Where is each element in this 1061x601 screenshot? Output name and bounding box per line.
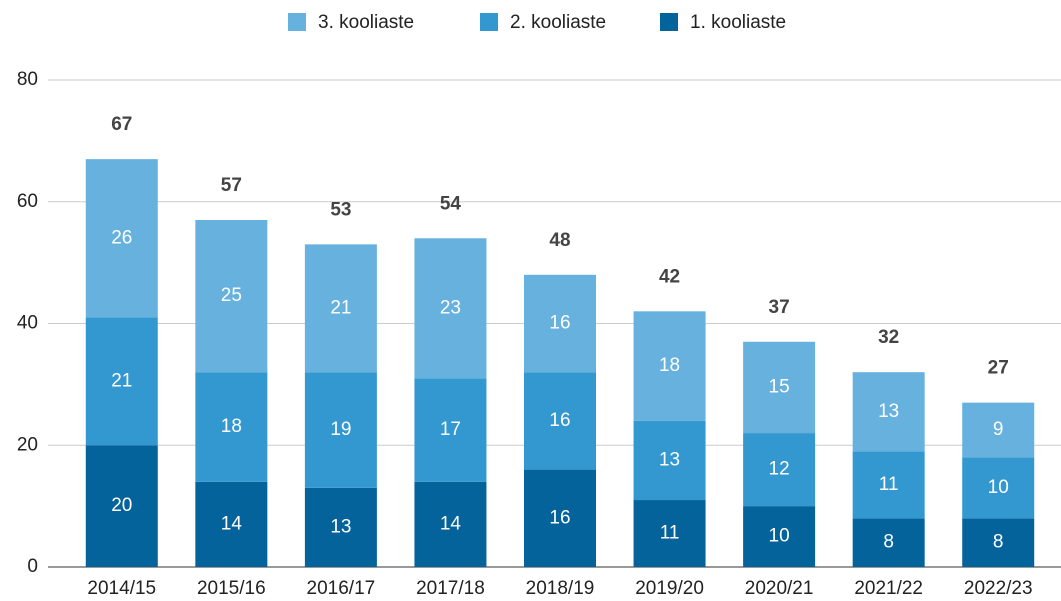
- x-tick-label: 2021/22: [854, 578, 923, 599]
- total-label: 54: [440, 193, 462, 214]
- total-label: 42: [659, 266, 680, 287]
- total-label: 67: [111, 114, 132, 135]
- total-label: 57: [221, 175, 242, 196]
- segment-label: 8: [883, 532, 894, 553]
- bar-segment: [195, 220, 268, 373]
- bar-segment: [743, 433, 816, 507]
- segment-label: 13: [659, 449, 680, 470]
- segment-label: 11: [879, 474, 899, 495]
- bar-segment: [852, 372, 925, 452]
- bar-segment: [414, 238, 487, 379]
- segment-label: 12: [769, 459, 790, 480]
- x-tick-label: 2018/19: [526, 578, 595, 599]
- segment-label: 9: [993, 419, 1004, 440]
- segment-label: 13: [878, 401, 899, 422]
- segment-label: 15: [769, 376, 790, 397]
- total-label: 53: [330, 199, 351, 220]
- segment-label: 20: [111, 495, 132, 516]
- bar-segment: [633, 420, 706, 501]
- y-tick-label: 0: [27, 556, 38, 577]
- y-tick-label: 80: [17, 69, 38, 90]
- bar-segment: [195, 372, 268, 482]
- bar-segment: [852, 518, 925, 567]
- segment-label: 11: [660, 523, 680, 544]
- bar-segment: [852, 451, 925, 519]
- x-tick-label: 2019/20: [635, 578, 704, 599]
- x-tick-label: 2022/23: [964, 578, 1033, 599]
- total-label: 32: [878, 327, 899, 348]
- bar-segment: [962, 402, 1035, 458]
- segment-label: 14: [221, 513, 243, 534]
- segment-label: 19: [330, 419, 351, 440]
- segment-label: 10: [769, 526, 790, 547]
- bar-segment: [962, 518, 1035, 567]
- bar-segment: [195, 481, 268, 567]
- bar-segment: [743, 341, 816, 434]
- segment-label: 16: [549, 507, 570, 528]
- legend-label: 1. kooliaste: [690, 12, 786, 33]
- segment-label: 13: [330, 516, 351, 537]
- total-label: 27: [988, 358, 1009, 379]
- bar-segment: [524, 469, 596, 567]
- segment-label: 16: [549, 313, 570, 334]
- segment-label: 21: [330, 297, 351, 318]
- x-tick-label: 2017/18: [416, 578, 485, 599]
- legend-swatch: [480, 13, 498, 31]
- y-tick-label: 20: [17, 434, 38, 455]
- segment-label: 23: [440, 297, 461, 318]
- segment-label: 26: [111, 227, 132, 248]
- bar-segment: [524, 372, 596, 470]
- bar-segment: [633, 500, 706, 567]
- x-tick-label: 2014/15: [87, 578, 156, 599]
- bar-segment: [414, 378, 487, 482]
- x-tick-label: 2016/17: [307, 578, 376, 599]
- segment-label: 25: [221, 285, 242, 306]
- bar-segment: [304, 487, 377, 567]
- x-tick-label: 2020/21: [745, 578, 814, 599]
- bar-segment: [414, 481, 487, 567]
- y-tick-label: 60: [17, 191, 38, 212]
- segment-label: 10: [988, 477, 1009, 498]
- legend-label: 2. kooliaste: [510, 12, 606, 33]
- legend-swatch: [288, 13, 306, 31]
- legend-swatch: [660, 13, 678, 31]
- bar-segment: [85, 159, 158, 318]
- y-tick-label: 40: [17, 313, 38, 334]
- bar-segment: [85, 445, 158, 567]
- bar-segment: [524, 274, 596, 373]
- bar-segment: [633, 311, 706, 421]
- bar-segment: [743, 506, 816, 567]
- bar-segment: [304, 372, 377, 488]
- bar-segment: [85, 317, 158, 446]
- x-tick-label: 2015/16: [197, 578, 266, 599]
- total-label: 48: [549, 230, 570, 251]
- segment-label: 17: [440, 419, 461, 440]
- segment-label: 14: [440, 513, 462, 534]
- bar-segment: [304, 244, 377, 373]
- legend-label: 3. kooliaste: [318, 12, 414, 33]
- segment-label: 21: [111, 370, 132, 391]
- bar-segment: [962, 457, 1035, 519]
- total-label: 37: [769, 297, 790, 318]
- segment-label: 18: [659, 355, 680, 376]
- segment-label: 8: [993, 532, 1004, 553]
- segment-label: 16: [549, 410, 570, 431]
- segment-label: 18: [221, 416, 242, 437]
